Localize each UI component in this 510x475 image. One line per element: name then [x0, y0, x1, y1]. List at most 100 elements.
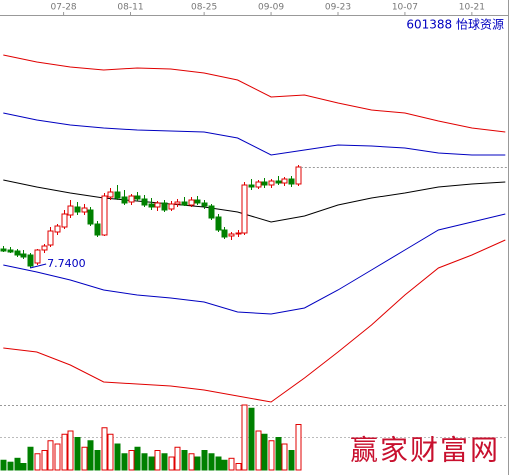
band-line [3, 54, 506, 133]
candle-body [61, 213, 68, 228]
candle-body [194, 199, 201, 204]
candle-body [134, 195, 141, 200]
volume-bar [154, 450, 161, 471]
candle-body [0, 248, 7, 252]
x-tick-label: 08-25 [191, 3, 217, 13]
volume-bar [67, 430, 74, 471]
volume-bar [288, 450, 295, 471]
band-line [3, 213, 506, 315]
watermark: 赢家财富网 [350, 434, 500, 467]
candle-body [241, 184, 248, 234]
candle-body [228, 233, 235, 237]
volume-bar [107, 433, 114, 471]
candle-body [121, 196, 128, 204]
candle-body [74, 206, 81, 213]
x-tick-label: 08-11 [117, 3, 143, 13]
volume-bar [235, 463, 242, 471]
candle-body [168, 203, 175, 210]
candle-body [141, 198, 148, 206]
candle-body [7, 249, 14, 253]
volume-bar [134, 446, 141, 471]
candle-body [288, 178, 295, 185]
candle-body [47, 230, 54, 246]
volume-bar [81, 446, 88, 471]
x-tick-label: 10-07 [392, 3, 418, 13]
candle-body [161, 202, 168, 211]
candle-body [255, 181, 262, 188]
candle-body [188, 199, 195, 206]
volume-bar [121, 453, 128, 471]
volume-bar [54, 443, 61, 471]
volume-bar [7, 461, 14, 471]
candle-body [201, 202, 208, 207]
candle-body [14, 250, 21, 256]
volume-bar [94, 450, 101, 471]
candle-body [268, 180, 275, 186]
volume-bar [255, 430, 262, 471]
candle-body [27, 254, 34, 267]
candle-body [54, 225, 61, 233]
volume-bar [20, 463, 27, 471]
band-line [3, 179, 506, 223]
low-label: 7.7400 [47, 257, 86, 270]
candle-body [174, 201, 181, 205]
candle-body [41, 245, 48, 251]
volume-bar [295, 424, 302, 471]
volume-bar [61, 433, 68, 471]
volume-bar [27, 446, 34, 471]
candle-body [181, 201, 188, 206]
volume-bar [74, 437, 81, 471]
x-tick-label: 09-09 [258, 3, 284, 13]
candle-body [94, 223, 101, 236]
candle-body [281, 178, 288, 184]
volume-bar [194, 456, 201, 471]
volume-bar [87, 440, 94, 471]
stock-title: 601388 怡球资源 [406, 18, 504, 32]
volume-bar [248, 407, 255, 471]
volume-bar [275, 437, 282, 471]
volume-bar [268, 440, 275, 471]
band-line [3, 112, 506, 156]
candle-body [235, 232, 242, 235]
candle-body [208, 205, 215, 219]
volume-bar [181, 450, 188, 471]
x-tick-label: 10-21 [459, 3, 485, 13]
x-tick-label: 07-28 [51, 3, 77, 13]
candle-body [295, 166, 302, 185]
volume-bar [141, 453, 148, 471]
volume-bar [114, 443, 121, 471]
candle-body [114, 191, 121, 199]
volume-bar [161, 453, 168, 471]
volume-bar [228, 457, 235, 471]
low-pointer [29, 263, 47, 269]
volume-bar [41, 450, 48, 471]
candle-body [221, 229, 228, 238]
candle-body [67, 205, 74, 216]
volume-bar [0, 459, 7, 471]
volume-bar [201, 450, 208, 471]
candle-body [148, 203, 155, 208]
candle-body [81, 207, 88, 213]
candle-body [20, 253, 27, 258]
volume-bar [128, 450, 135, 471]
x-tick-label: 09-23 [325, 3, 351, 13]
candle-body [154, 202, 161, 208]
candle-body [107, 191, 114, 198]
volume-bar [47, 440, 54, 471]
candle-body [128, 195, 135, 203]
volume-bar [101, 427, 108, 471]
volume-bar [14, 457, 21, 471]
volume-bar [221, 459, 228, 471]
volume-bar [168, 456, 175, 471]
volume-bar [281, 443, 288, 471]
band-line [3, 239, 506, 403]
candle-body [275, 180, 282, 184]
candle-body [87, 209, 94, 225]
volume-bar [215, 456, 222, 471]
candle-body [34, 249, 41, 264]
candle-body [101, 195, 108, 236]
volume-bar [261, 433, 268, 471]
candle-body [261, 181, 268, 186]
